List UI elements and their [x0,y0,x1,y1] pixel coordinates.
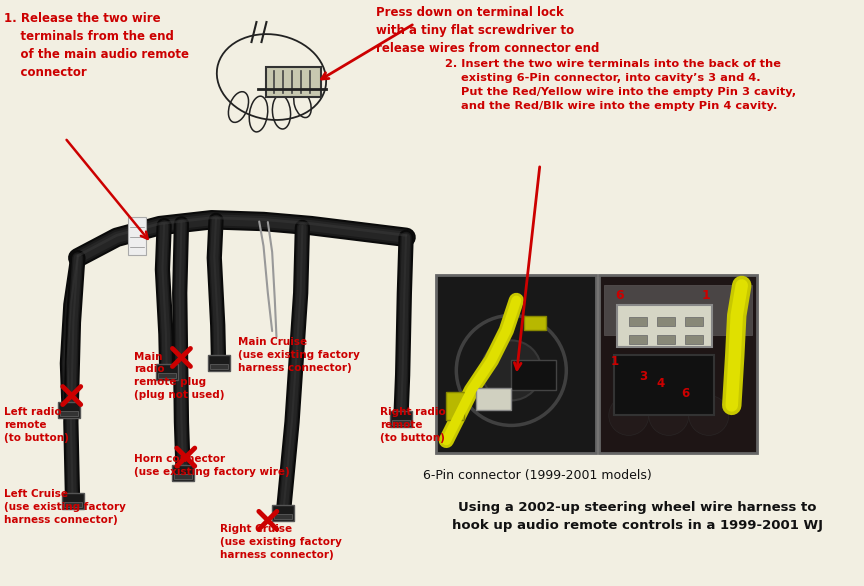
Circle shape [689,396,728,435]
Circle shape [609,396,649,435]
Bar [172,465,194,482]
Bar [266,67,321,97]
Text: 6-Pin connector (1999-2001 models): 6-Pin connector (1999-2001 models) [423,469,651,482]
Text: 6: 6 [615,289,624,302]
Bar [629,335,647,345]
Text: 1: 1 [611,356,619,369]
Text: 4: 4 [657,377,665,390]
Bar [275,514,292,519]
Bar [685,335,702,345]
Bar [158,373,175,378]
Bar [272,505,295,521]
Text: Horn connector
(use existing factory wire): Horn connector (use existing factory wir… [134,454,289,477]
Bar [511,360,556,390]
Bar [599,275,757,454]
Bar [392,420,410,425]
Bar [657,318,675,326]
Bar [390,411,412,427]
Bar [657,335,675,345]
Text: 1: 1 [702,289,710,302]
Text: 1. Release the two wire
    terminals from the end
    of the main audio remote
: 1. Release the two wire terminals from t… [4,12,189,79]
Bar [604,285,752,335]
Text: Main Cruise
(use existing factory
harness connector): Main Cruise (use existing factory harnes… [238,337,359,373]
Circle shape [649,396,689,435]
Text: 3: 3 [638,370,647,383]
Text: Right radio
remote
(to button): Right radio remote (to button) [380,407,446,443]
Bar [447,393,464,420]
Text: Left Cruise
(use existing factory
harness connector): Left Cruise (use existing factory harnes… [4,489,126,525]
Bar [156,364,178,380]
Bar [175,475,192,479]
Bar [524,316,546,331]
Bar [476,389,511,410]
Bar [61,493,84,509]
Bar [617,305,712,347]
Text: Using a 2002-up steering wheel wire harness to
hook up audio remote controls in : Using a 2002-up steering wheel wire harn… [452,501,823,532]
Bar [128,217,146,255]
Bar [60,411,78,416]
Bar [64,502,81,507]
Bar [629,318,647,326]
Text: Right Cruise
(use existing factory
harness connector): Right Cruise (use existing factory harne… [220,524,342,560]
Text: 6: 6 [681,387,689,400]
Bar [685,318,702,326]
Bar [613,356,714,415]
Bar [58,402,80,418]
Bar [210,364,227,369]
Circle shape [481,340,542,400]
Text: Main
radio
remote plug
(plug not used): Main radio remote plug (plug not used) [134,352,225,400]
Bar [436,275,596,454]
Text: Left radio
remote
(to button): Left radio remote (to button) [4,407,69,443]
Text: 2. Insert the two wire terminals into the back of the
    existing 6-Pin connect: 2. Insert the two wire terminals into th… [445,59,796,111]
Text: Press down on terminal lock
with a tiny flat screwdriver to
release wires from c: Press down on terminal lock with a tiny … [376,6,600,55]
Bar [207,355,230,372]
